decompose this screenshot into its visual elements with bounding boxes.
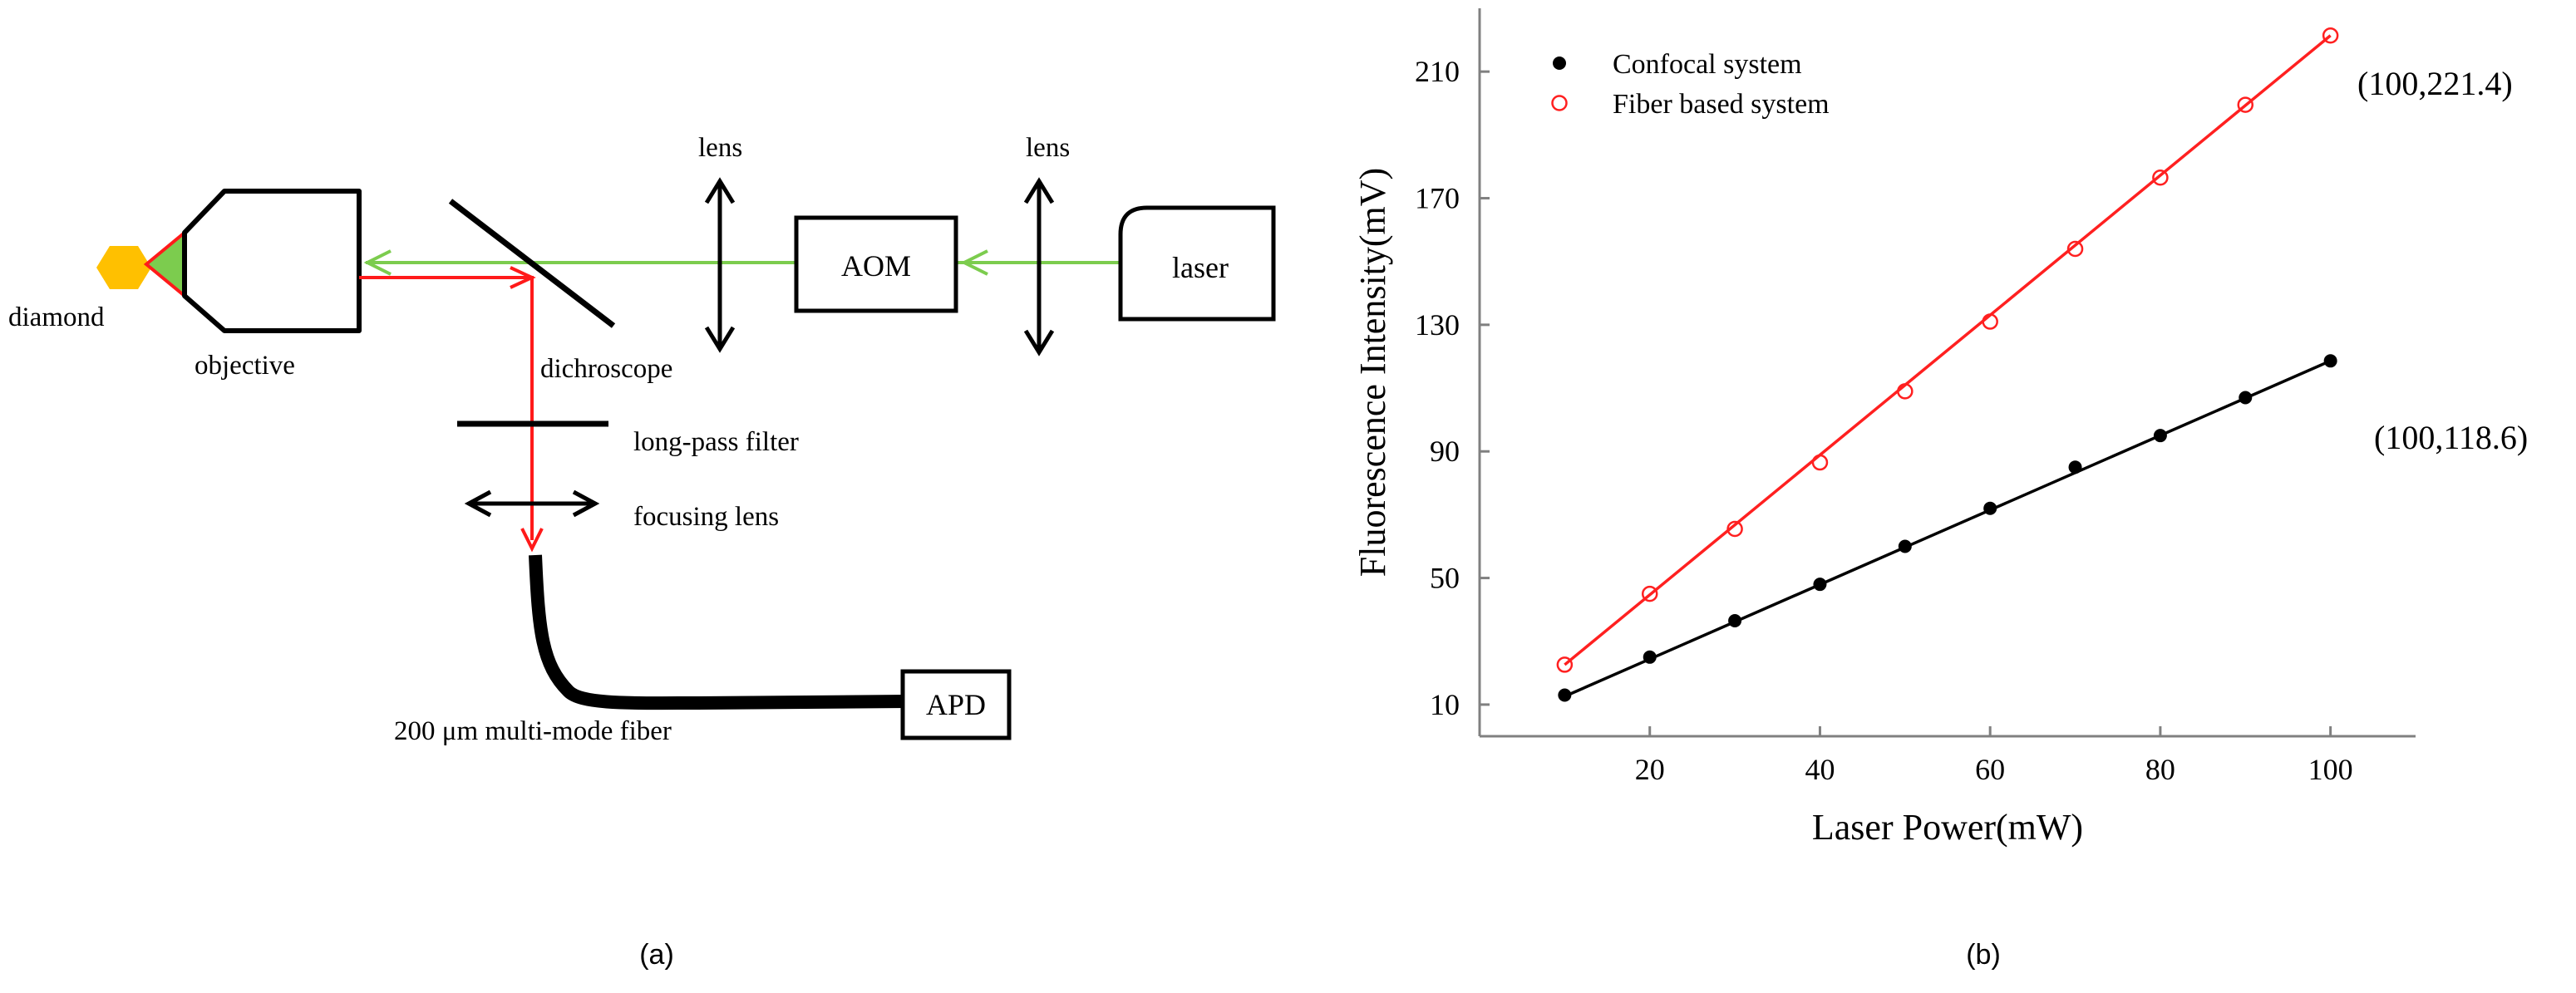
multimode-fiber (529, 554, 907, 710)
data-point-fiber (2066, 240, 2084, 258)
caption-b: (b) (1966, 939, 2001, 971)
data-point-confocal (2068, 460, 2082, 474)
label-focusing-lens: focusing lens (633, 502, 779, 532)
lens-2 (1023, 177, 1055, 356)
fluorescence-chart: 20 40 60 80 100 10 50 90 130 170 210 Laser Power(… (1352, 8, 2528, 971)
data-point-fiber (1726, 520, 1743, 538)
label-lens-2: lens (1026, 133, 1070, 163)
y-tick-label: 130 (1415, 308, 1460, 342)
green-arrow-head-aom (960, 249, 988, 276)
y-tick-label: 170 (1415, 182, 1460, 215)
x-tick-label: 40 (1805, 753, 1835, 786)
annotation-confocal-endpoint: (100,118.6) (2374, 419, 2528, 456)
data-point-confocal (1643, 650, 1657, 664)
data-point-fiber (1897, 383, 1914, 400)
label-laser: laser (1172, 251, 1229, 284)
data-point-fiber (2152, 170, 2169, 186)
data-point-fiber (1811, 454, 1829, 471)
data-point-fiber (1556, 656, 1574, 673)
x-tick-label: 80 (2145, 753, 2175, 786)
diamond-icon (96, 246, 151, 289)
y-tick-label: 10 (1430, 688, 1460, 721)
red-beam (359, 276, 534, 540)
x-tick-label: 20 (1635, 753, 1665, 786)
excitation-cone (143, 229, 186, 300)
x-axis-label: Laser Power(mW) (1812, 807, 2083, 848)
data-point-fiber (1982, 313, 1998, 330)
y-tick-label: 50 (1430, 562, 1460, 595)
fit-line-fiber (1564, 34, 2332, 666)
data-point-fiber (2237, 96, 2254, 113)
y-tick-label: 210 (1415, 55, 1460, 88)
label-apd: APD (926, 688, 986, 721)
objective-body (182, 189, 362, 333)
lens-1 (704, 177, 736, 353)
label-fiber: 200 μm multi-mode fiber (394, 716, 672, 746)
legend-marker-fiber (1551, 95, 1568, 111)
data-point-fiber (2322, 27, 2339, 44)
green-arrow-head-objective (363, 249, 392, 276)
data-point-fiber (1641, 585, 1658, 602)
data-point-confocal (2239, 391, 2253, 405)
data-point-confocal (1898, 539, 1912, 553)
setup-diagram: diamond objective dichroscope lens lens … (8, 133, 1276, 971)
label-lens-1: lens (698, 133, 742, 163)
data-point-confocal (2153, 429, 2167, 443)
label-long-pass-filter: long-pass filter (633, 427, 799, 457)
data-point-confocal (2323, 354, 2337, 368)
data-points (1556, 27, 2339, 702)
data-point-confocal (1558, 688, 1572, 702)
fit-line-confocal (1564, 359, 2332, 698)
annotation-fiber-endpoint: (100,221.4) (2357, 65, 2513, 102)
red-arrow-head-fiber (520, 528, 544, 553)
data-point-confocal (1983, 501, 1997, 515)
laser-box (1118, 205, 1276, 322)
aom-box (794, 215, 958, 313)
x-tick-label: 60 (1975, 753, 2005, 786)
label-objective: objective (195, 351, 295, 381)
x-ticks: 20 40 60 80 100 (1635, 726, 2353, 786)
legend-label-fiber: Fiber based system (1613, 89, 1830, 120)
label-dichroscope: dichroscope (540, 354, 672, 384)
legend: Confocal system Fiber based system (1551, 49, 1830, 120)
caption-a: (a) (639, 939, 674, 971)
apd-box (900, 669, 1012, 740)
x-tick-label: 100 (2308, 753, 2353, 786)
data-point-confocal (1813, 578, 1827, 592)
dichroscope-mirror (448, 199, 616, 328)
fit-lines (1564, 34, 2332, 698)
y-axis-label: Fluorescence Intensity(mV) (1352, 168, 1393, 577)
legend-label-confocal: Confocal system (1613, 49, 1802, 80)
y-ticks: 10 50 90 130 170 210 (1415, 55, 1490, 721)
data-point-confocal (1728, 613, 1742, 627)
label-diamond: diamond (8, 302, 105, 332)
label-aom: AOM (841, 249, 911, 283)
focusing-lens (464, 489, 600, 518)
y-tick-label: 90 (1430, 435, 1460, 468)
legend-marker-confocal (1553, 57, 1566, 70)
red-arrow-head-dichroscope (510, 266, 536, 289)
